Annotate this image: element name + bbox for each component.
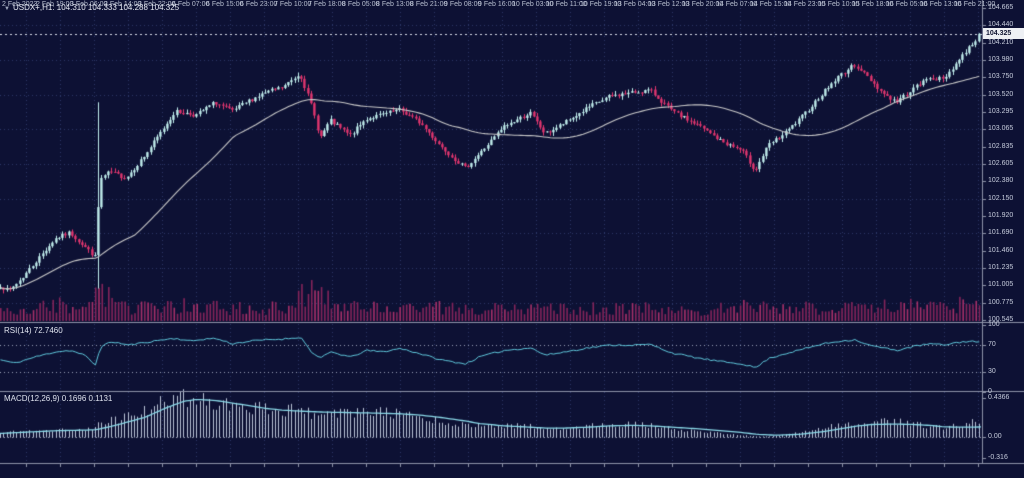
macd-axis-label: 0.00 xyxy=(988,433,1002,440)
time-axis-label: 6 Feb 07:00 xyxy=(172,1,210,8)
macd-axis-label: -0.316 xyxy=(988,454,1008,461)
price-axis-label: 102.380 xyxy=(988,177,1014,184)
time-axis-label: 10 Feb 03:00 xyxy=(512,1,554,8)
time-axis-label: 16 Feb 05:00 xyxy=(886,1,928,8)
price-axis-label: 104.210 xyxy=(988,39,1014,46)
time-axis-label: 3 Feb 14:00 xyxy=(104,1,142,8)
price-axis-label: 101.920 xyxy=(988,212,1014,219)
price-axis-label: 103.980 xyxy=(988,56,1014,63)
time-axis-label: 8 Feb 05:00 xyxy=(342,1,380,8)
price-axis-label: 101.460 xyxy=(988,247,1014,254)
time-axis-label: 13 Feb 20:00 xyxy=(682,1,724,8)
time-axis-label: 13 Feb 12:00 xyxy=(648,1,690,8)
price-axis-label: 101.235 xyxy=(988,264,1014,271)
rsi-axis-label: 0 xyxy=(988,388,992,395)
time-axis-label: 14 Feb 15:00 xyxy=(750,1,792,8)
price-axis-label: 103.295 xyxy=(988,108,1014,115)
price-axis-label: 103.520 xyxy=(988,91,1014,98)
macd-axis-label: 0.4366 xyxy=(988,394,1010,401)
rsi-axis-label: 30 xyxy=(988,368,996,375)
time-axis-label: 6 Feb 23:00 xyxy=(240,1,278,8)
price-axis-label: 102.605 xyxy=(988,160,1014,167)
time-axis-label: 9 Feb 08:00 xyxy=(444,1,482,8)
price-axis-label: 101.005 xyxy=(988,281,1014,288)
time-axis-label: 15 Feb 10:00 xyxy=(818,1,860,8)
time-axis-label: 16 Feb 13:00 xyxy=(920,1,962,8)
price-axis-label: 102.835 xyxy=(988,143,1014,150)
price-axis-label: 104.440 xyxy=(988,21,1014,28)
rsi-axis-label: 100 xyxy=(988,321,1000,328)
rsi-indicator-label: RSI(14) 72.7460 xyxy=(4,326,63,335)
time-axis-label: 8 Feb 13:00 xyxy=(376,1,414,8)
price-axis-label: 100.545 xyxy=(988,316,1014,323)
symbol-marker-icon: ▼ xyxy=(4,6,10,12)
current-price-tag: 104.325 xyxy=(983,28,1024,39)
time-axis-label: 7 Feb 18:00 xyxy=(308,1,346,8)
time-axis-label: 2 Feb 2023 xyxy=(2,1,38,8)
price-axis-label: 104.665 xyxy=(988,4,1014,11)
time-axis-label: 14 Feb 07:00 xyxy=(716,1,758,8)
time-axis-label: 10 Feb 19:00 xyxy=(580,1,622,8)
price-axis-label: 103.065 xyxy=(988,125,1014,132)
price-axis-label: 103.750 xyxy=(988,73,1014,80)
time-axis-label: 10 Feb 11:00 xyxy=(546,1,587,8)
price-axis-label: 102.150 xyxy=(988,195,1014,202)
time-axis-label: 3 Feb 22:00 xyxy=(138,1,176,8)
symbol-ohlc-title: ▼ USDX+,H1: 104.310 104.333 104.288 104.3… xyxy=(4,3,179,12)
time-axis-label: 16 Feb 21:00 xyxy=(954,1,996,8)
rsi-axis-label: 70 xyxy=(988,341,996,348)
time-axis-label: 13 Feb 04:00 xyxy=(614,1,656,8)
time-axis-label: 15 Feb 18:00 xyxy=(852,1,894,8)
time-axis-label: 2 Feb 19:00 xyxy=(36,1,74,8)
time-axis-label: 3 Feb 06:00 xyxy=(70,1,108,8)
time-axis-label: 9 Feb 16:00 xyxy=(478,1,516,8)
macd-indicator-label: MACD(12,26,9) 0.1696 0.1131 xyxy=(4,394,113,403)
time-axis-label: 8 Feb 21:00 xyxy=(410,1,448,8)
time-axis-label: 7 Feb 10:00 xyxy=(274,1,312,8)
price-axis-label: 100.775 xyxy=(988,299,1014,306)
time-axis-label: 6 Feb 15:00 xyxy=(206,1,244,8)
time-axis-label: 14 Feb 23:00 xyxy=(784,1,826,8)
price-axis-label: 101.690 xyxy=(988,229,1014,236)
symbol-ohlc-text: USDX+,H1: 104.310 104.333 104.288 104.32… xyxy=(12,3,180,12)
